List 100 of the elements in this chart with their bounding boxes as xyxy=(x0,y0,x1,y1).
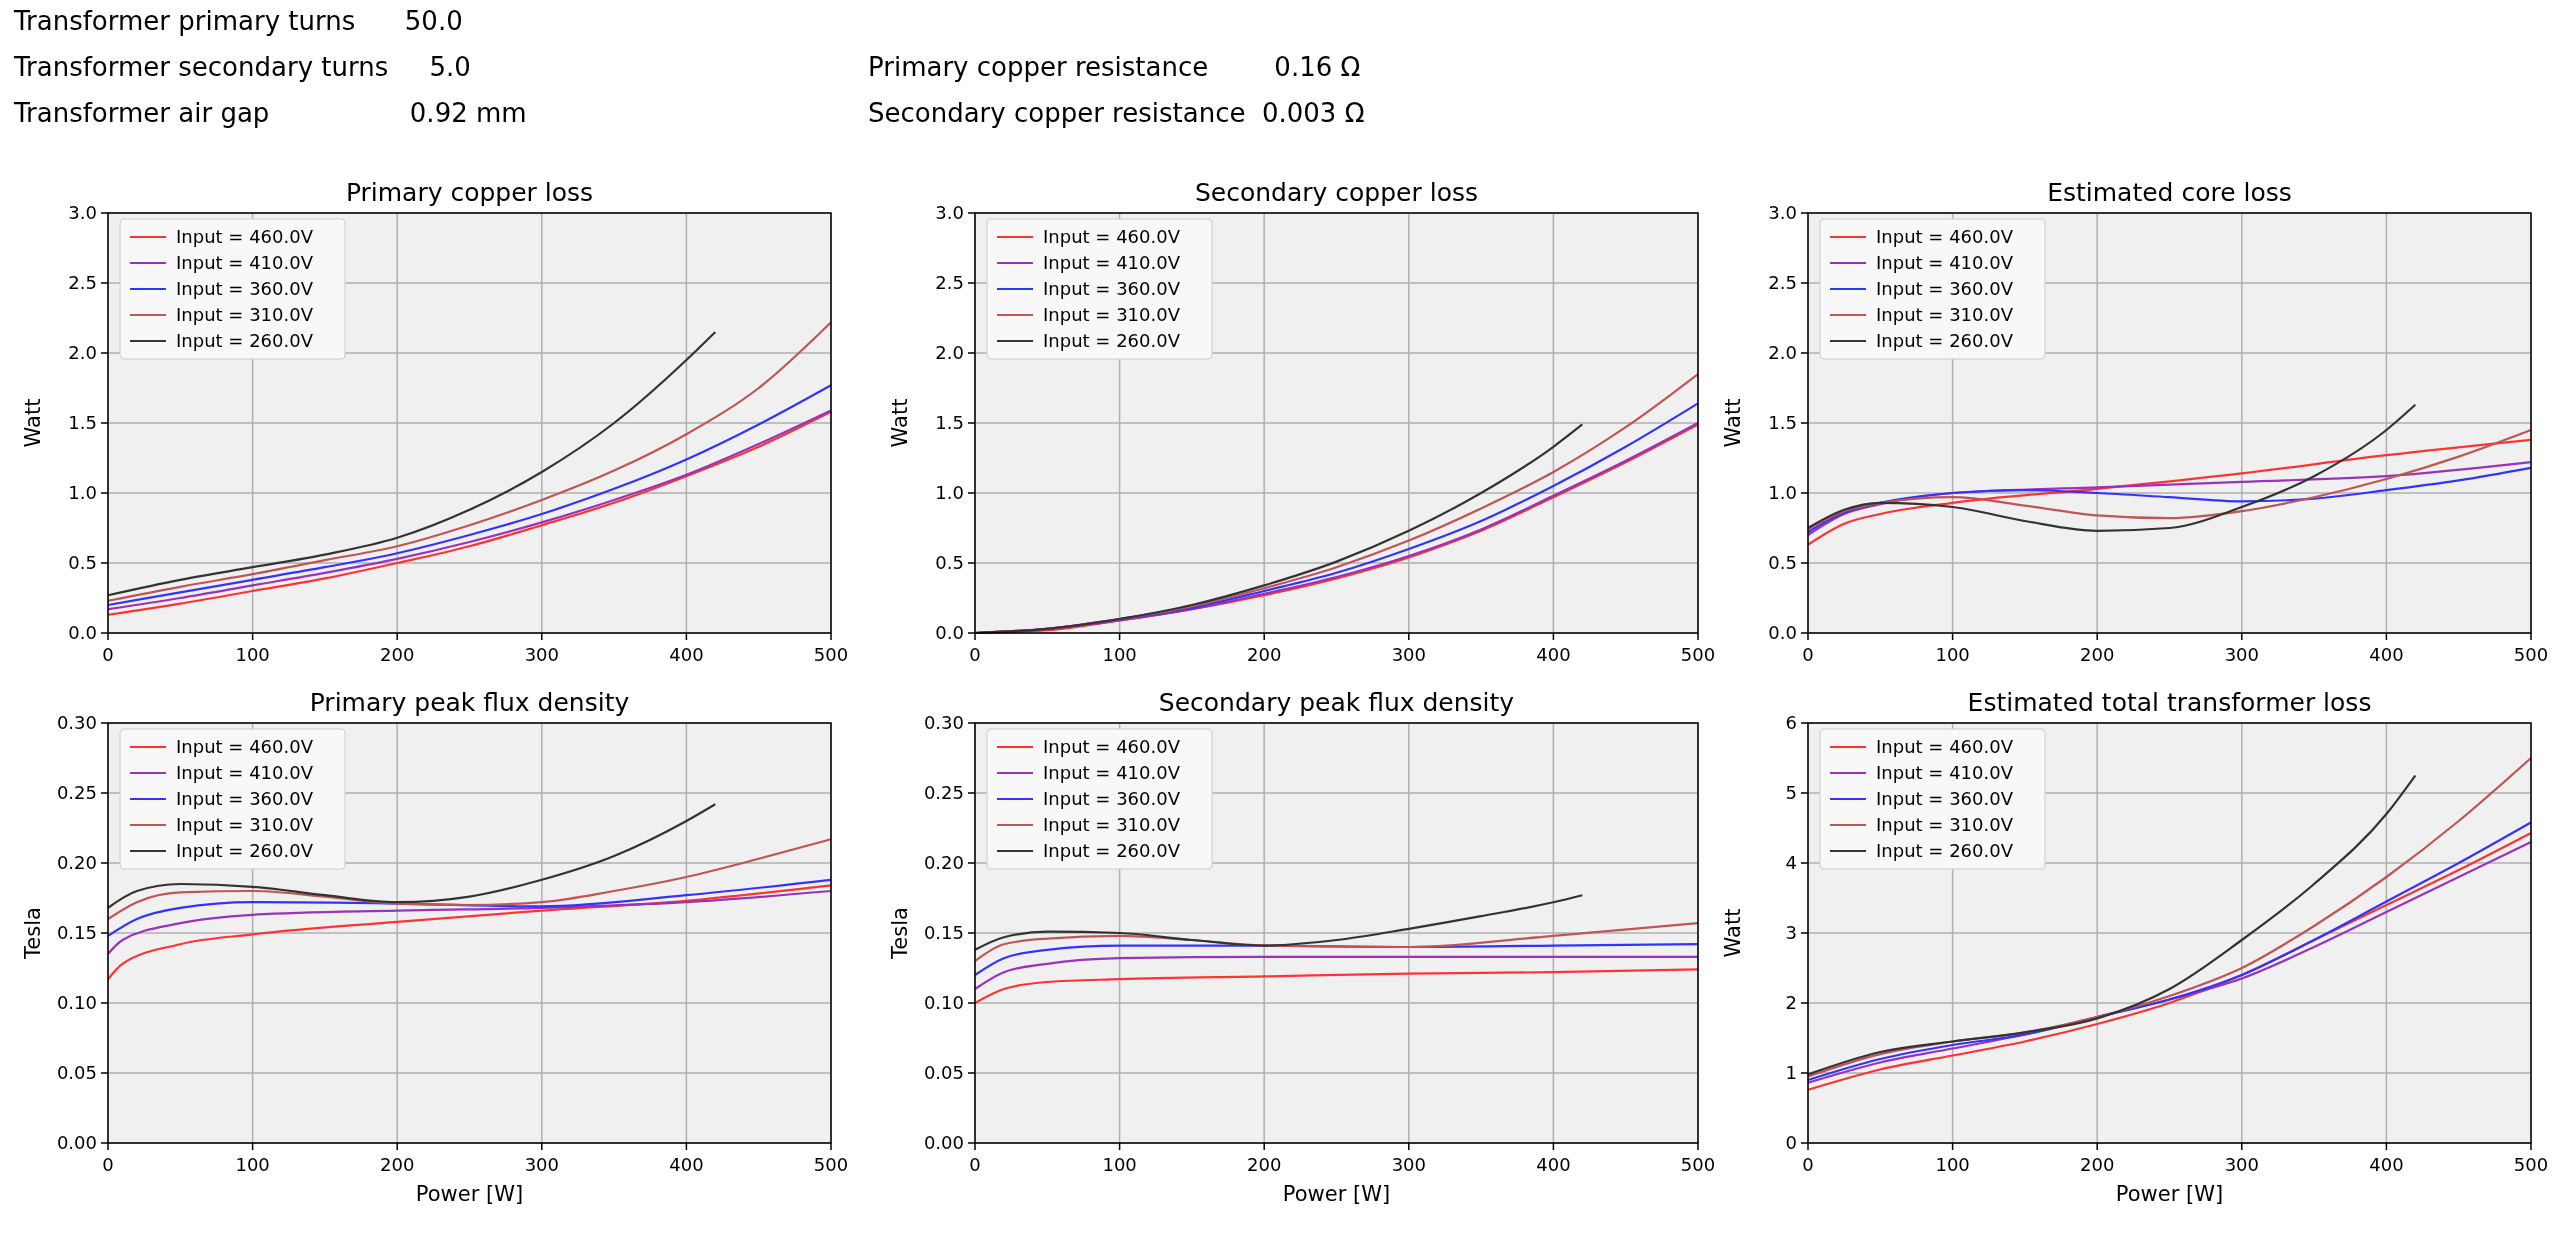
x-tick-label: 400 xyxy=(1536,644,1571,665)
legend-label: Input = 310.0V xyxy=(1876,304,2014,326)
y-tick-label: 5 xyxy=(1785,782,1797,804)
y-tick-label: 2.0 xyxy=(935,342,964,364)
x-tick-label: 0 xyxy=(969,1154,981,1175)
y-tick-label: 0.0 xyxy=(68,622,97,644)
x-tick-label: 400 xyxy=(669,1154,704,1175)
legend-label: Input = 410.0V xyxy=(176,252,314,274)
y-tick-label: 3.0 xyxy=(935,202,964,224)
y-tick-label: 3.0 xyxy=(68,202,97,224)
y-tick-label: 3 xyxy=(1785,922,1797,944)
y-tick-label: 0 xyxy=(1785,1132,1797,1154)
y-tick-label: 0.5 xyxy=(68,552,97,574)
legend-label: Input = 310.0V xyxy=(1043,814,1181,836)
y-axis-title: Watt xyxy=(1721,398,1745,448)
chart-title: Estimated core loss xyxy=(2047,178,2292,207)
chart-title: Secondary peak flux density xyxy=(1158,688,1515,717)
y-tick-label: 0.10 xyxy=(923,992,964,1014)
x-tick-label: 400 xyxy=(1536,1154,1571,1175)
x-tick-label: 0 xyxy=(1802,1154,1814,1175)
x-tick-label: 200 xyxy=(380,644,415,665)
x-axis-title: Power [W] xyxy=(2115,1182,2224,1206)
y-tick-label: 0.20 xyxy=(923,852,964,874)
y-tick-label: 0.0 xyxy=(1768,622,1797,644)
legend-label: Input = 460.0V xyxy=(176,736,314,758)
x-tick-label: 100 xyxy=(1102,644,1137,665)
line-series xyxy=(106,838,833,921)
chart-title: Primary copper loss xyxy=(345,178,594,207)
x-tick-label: 300 xyxy=(2224,644,2259,665)
x-axis-title: Power [W] xyxy=(1282,1182,1391,1206)
line-series xyxy=(106,330,717,597)
legend-label: Input = 360.0V xyxy=(176,278,314,300)
x-tick-label: 100 xyxy=(235,644,270,665)
y-tick-label: 0.25 xyxy=(56,782,97,804)
legend-label: Input = 410.0V xyxy=(1876,762,2014,784)
x-tick-label: 300 xyxy=(524,1154,559,1175)
legend-label: Input = 460.0V xyxy=(176,226,314,248)
y-tick-label: 2.5 xyxy=(68,272,97,294)
x-tick-label: 100 xyxy=(1935,1154,1970,1175)
legend-label: Input = 460.0V xyxy=(1876,226,2014,248)
x-tick-label: 200 xyxy=(1247,1154,1282,1175)
legend-label: Input = 360.0V xyxy=(1876,278,2014,300)
legend-label: Input = 310.0V xyxy=(176,304,314,326)
text: Transformer air gap 0.92 mm xyxy=(13,98,527,128)
y-tick-label: 2.5 xyxy=(935,272,964,294)
y-tick-label: 6 xyxy=(1785,712,1797,734)
line-series xyxy=(1806,428,2533,531)
y-axis-title: Tesla xyxy=(21,907,45,960)
legend-label: Input = 410.0V xyxy=(1876,252,2014,274)
text: Primary copper resistance 0.16 Ω xyxy=(868,52,1361,82)
line-series xyxy=(973,894,1584,951)
x-tick-label: 500 xyxy=(1680,644,1716,665)
x-tick-label: 200 xyxy=(2080,644,2115,665)
line-series xyxy=(1806,438,2533,546)
legend-label: Input = 260.0V xyxy=(1876,330,2014,352)
text: Secondary copper resistance 0.003 Ω xyxy=(868,98,1365,128)
x-tick-label: 200 xyxy=(2080,1154,2115,1175)
x-tick-label: 300 xyxy=(1391,1154,1426,1175)
text: Transformer primary turns 50.0 xyxy=(13,6,463,36)
line-series xyxy=(106,878,833,937)
legend-label: Input = 360.0V xyxy=(176,788,314,810)
x-tick-label: 300 xyxy=(524,644,559,665)
x-tick-label: 100 xyxy=(1935,644,1970,665)
y-tick-label: 0.20 xyxy=(56,852,97,874)
chart-title: Primary peak flux density xyxy=(309,688,630,717)
legend-label: Input = 360.0V xyxy=(1876,788,2014,810)
text: Transformer secondary turns 5.0 xyxy=(13,52,471,82)
legend-label: Input = 260.0V xyxy=(1043,330,1181,352)
y-tick-label: 2.0 xyxy=(1768,342,1797,364)
chart-title: Secondary copper loss xyxy=(1194,178,1479,207)
legend-label: Input = 460.0V xyxy=(1043,226,1181,248)
y-tick-label: 1.5 xyxy=(68,412,97,434)
x-axis-title: Power [W] xyxy=(415,1182,524,1206)
x-tick-label: 0 xyxy=(969,644,981,665)
legend-label: Input = 310.0V xyxy=(176,814,314,836)
y-tick-label: 0.15 xyxy=(56,922,97,944)
x-tick-label: 500 xyxy=(813,1154,849,1175)
y-tick-label: 3.0 xyxy=(1768,202,1797,224)
y-tick-label: 1.0 xyxy=(1768,482,1797,504)
x-tick-label: 400 xyxy=(2369,644,2404,665)
y-tick-label: 0.05 xyxy=(923,1062,964,1084)
y-tick-label: 0.5 xyxy=(1768,552,1797,574)
legend-label: Input = 260.0V xyxy=(176,840,314,862)
y-tick-label: 1.0 xyxy=(935,482,964,504)
x-tick-label: 500 xyxy=(813,644,849,665)
y-tick-label: 1 xyxy=(1785,1062,1797,1084)
x-tick-label: 400 xyxy=(2369,1154,2404,1175)
x-tick-label: 0 xyxy=(102,1154,114,1175)
legend-label: Input = 260.0V xyxy=(1043,840,1181,862)
y-tick-label: 0.30 xyxy=(923,712,964,734)
line-series xyxy=(973,968,1700,1005)
y-tick-label: 0.5 xyxy=(935,552,964,574)
y-tick-label: 0.30 xyxy=(56,712,97,734)
y-axis-title: Watt xyxy=(1721,908,1745,958)
legend-label: Input = 310.0V xyxy=(1043,304,1181,326)
y-tick-label: 0.0 xyxy=(935,622,964,644)
line-series xyxy=(973,922,1700,963)
legend-label: Input = 410.0V xyxy=(1043,252,1181,274)
y-tick-label: 2.0 xyxy=(68,342,97,364)
legend-label: Input = 410.0V xyxy=(1043,762,1181,784)
